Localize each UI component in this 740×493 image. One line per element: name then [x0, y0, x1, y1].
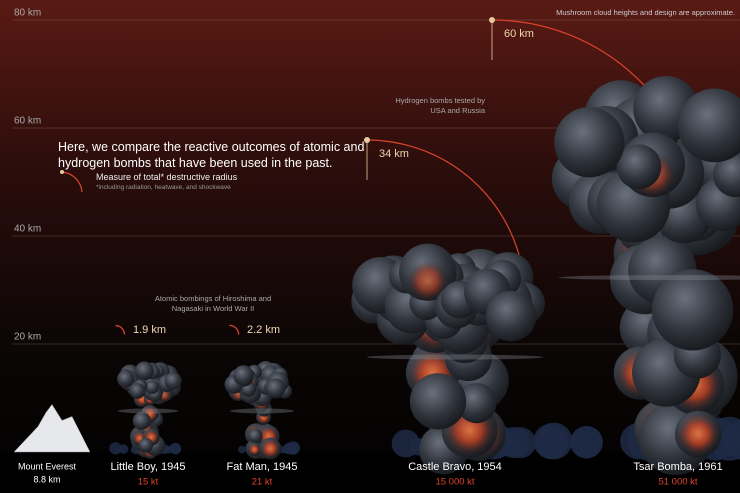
cloud-puff [233, 365, 254, 386]
mushroom-cloud [351, 243, 545, 475]
cloud-puff [144, 380, 159, 395]
mushroom-cloud [224, 361, 301, 460]
cloud-glow [677, 413, 720, 456]
y-tick-label: 40 km [14, 224, 41, 235]
cloud-glow [248, 443, 261, 456]
cloud-puff [129, 383, 146, 399]
cloud-puff [677, 88, 740, 163]
cloud-puff [170, 443, 181, 455]
radius-arc [229, 324, 240, 335]
mountain [13, 404, 91, 453]
reference-value: 8.8 km [33, 474, 60, 484]
radius-dot [489, 17, 495, 23]
legend-icon [61, 171, 83, 193]
group-label: Atomic bombings of Hiroshima and Nagasak… [154, 294, 272, 313]
radius-label: 1.9 km [133, 324, 166, 336]
group-label: Hydrogen bombs tested by USA and Russia [395, 96, 485, 115]
cloud-puff [265, 378, 286, 399]
cloud-puff [554, 107, 625, 178]
cloud-puff [109, 442, 122, 455]
category-label: Castle Bravo, 1954 [408, 461, 502, 473]
cloud-puff [118, 444, 129, 454]
cloud-ring [366, 354, 544, 360]
mushroom-cloud [533, 76, 740, 476]
yield-label: 21 kt [252, 477, 273, 488]
reference-name: Mount Everest [18, 461, 77, 471]
cloud-puff [138, 437, 154, 453]
category-label: Fat Man, 1945 [227, 461, 298, 473]
cloud-puff [132, 411, 151, 430]
cloud-ring [230, 408, 294, 414]
radius-label: 2.2 km [247, 324, 280, 336]
y-tick-label: 80 km [14, 8, 41, 19]
cloud-puff [283, 445, 292, 454]
mushroom-cloud [109, 361, 182, 459]
legend-label: Measure of total* destructive radius [96, 172, 238, 182]
cloud-puff [238, 445, 246, 454]
legend-dot [60, 170, 64, 174]
yield-label: 51 000 kt [658, 477, 697, 488]
cloud-puff [164, 372, 182, 390]
cloud-puff [651, 269, 734, 351]
cloud-puff [409, 373, 467, 430]
cloud-ring [558, 275, 740, 281]
yield-label: 15 000 kt [435, 477, 474, 488]
category-label: Tsar Bomba, 1961 [633, 461, 722, 473]
y-tick-label: 60 km [14, 116, 41, 127]
cloud-puff [533, 423, 569, 460]
category-label: Little Boy, 1945 [110, 461, 185, 473]
cloud-puff [247, 428, 263, 444]
radius-label: 34 km [379, 148, 409, 160]
legend-footnote: *including radiation, heatwave, and shoc… [96, 184, 231, 191]
title: Here, we compare the reactive outcomes o… [58, 140, 365, 170]
radius-arc [115, 324, 126, 335]
yield-label: 15 kt [138, 477, 159, 488]
cloud-glow [260, 438, 281, 459]
cloud-puff [504, 427, 536, 459]
cloud-ring [117, 408, 179, 414]
cloud-puff [135, 361, 154, 381]
cloud-glow [407, 260, 448, 301]
cloud-puff [485, 290, 537, 342]
y-tick-label: 20 km [14, 332, 41, 343]
cloud-puff [117, 370, 135, 388]
radius-dot [364, 137, 370, 143]
ground [0, 452, 740, 493]
cloud-puff [713, 151, 740, 198]
cloud-puff [616, 144, 662, 190]
radius-label: 60 km [504, 28, 534, 40]
note: Mushroom cloud heights and design are ap… [556, 8, 735, 17]
cloud-puff [570, 425, 603, 459]
cloud-puff [456, 383, 497, 424]
